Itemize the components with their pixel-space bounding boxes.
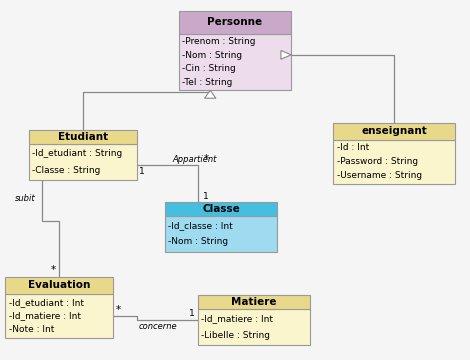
Text: Appartient: Appartient [172, 155, 217, 164]
Text: -Id : Int: -Id : Int [337, 143, 369, 152]
Text: -Id_matiere : Int: -Id_matiere : Int [201, 314, 273, 323]
Text: 1: 1 [189, 309, 195, 318]
Bar [5, 294, 113, 338]
Text: -Prenom : String: -Prenom : String [182, 37, 256, 46]
Bar [179, 12, 291, 33]
Text: *: * [51, 265, 56, 275]
Text: -Id_matiere : Int: -Id_matiere : Int [8, 311, 81, 320]
Text: *: * [116, 305, 121, 315]
Text: -Password : String: -Password : String [337, 157, 418, 166]
Text: Evaluation: Evaluation [28, 280, 90, 291]
Text: -Nom : String: -Nom : String [168, 237, 228, 246]
Bar [333, 140, 455, 184]
Polygon shape [281, 50, 291, 59]
Text: Classe: Classe [202, 203, 240, 213]
Bar [164, 202, 277, 216]
Text: -Id_classe : Int: -Id_classe : Int [168, 221, 233, 230]
Text: -Id_etudiant : Int: -Id_etudiant : Int [8, 298, 84, 307]
Bar [5, 277, 113, 294]
Text: -Cin : String: -Cin : String [182, 64, 236, 73]
Text: 1: 1 [203, 192, 209, 201]
Bar [164, 216, 277, 252]
Bar [179, 33, 291, 90]
Bar [197, 309, 310, 345]
Text: Etudiant: Etudiant [58, 132, 108, 142]
Text: -Nom : String: -Nom : String [182, 51, 242, 60]
Text: -Id_etudiant : String: -Id_etudiant : String [32, 149, 122, 158]
Text: Personne: Personne [207, 18, 263, 27]
Bar [333, 123, 455, 140]
Text: -Tel : String: -Tel : String [182, 78, 233, 87]
Text: subit: subit [15, 194, 35, 203]
Text: concerne: concerne [139, 322, 178, 331]
Text: -Libelle : String: -Libelle : String [201, 330, 270, 339]
Text: -Note : Int: -Note : Int [8, 325, 54, 334]
Bar [29, 130, 137, 144]
Bar [29, 144, 137, 180]
Text: Matiere: Matiere [231, 297, 276, 307]
Polygon shape [204, 90, 216, 98]
Text: *: * [204, 154, 209, 164]
Text: enseignant: enseignant [361, 126, 427, 136]
Text: -Username : String: -Username : String [337, 171, 422, 180]
Text: 1: 1 [139, 167, 145, 176]
Bar [197, 295, 310, 309]
Text: -Classe : String: -Classe : String [32, 166, 101, 175]
